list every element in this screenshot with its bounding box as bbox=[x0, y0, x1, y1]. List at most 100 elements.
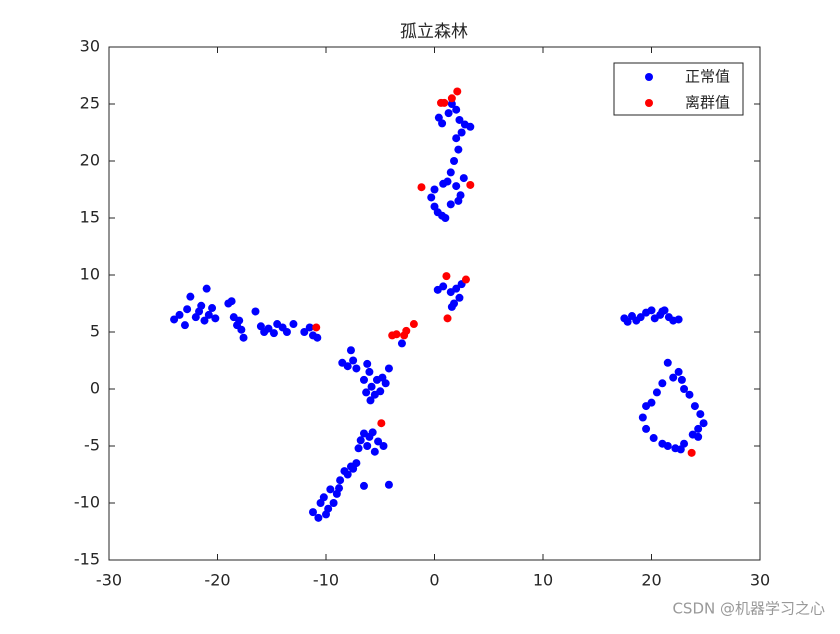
point bbox=[237, 325, 246, 334]
point bbox=[652, 388, 661, 397]
point bbox=[336, 476, 345, 485]
point bbox=[363, 359, 372, 368]
point bbox=[346, 346, 355, 355]
legend-marker bbox=[645, 99, 653, 107]
point bbox=[439, 282, 448, 291]
point bbox=[674, 367, 683, 376]
point bbox=[354, 444, 363, 453]
point bbox=[685, 390, 694, 399]
point bbox=[674, 315, 683, 324]
legend-label: 离群值 bbox=[685, 94, 730, 112]
point bbox=[443, 314, 452, 323]
point bbox=[450, 157, 459, 165]
point bbox=[308, 508, 317, 517]
y-tick-label: -15 bbox=[74, 550, 100, 569]
point bbox=[175, 310, 184, 319]
y-tick-label: 15 bbox=[80, 208, 100, 227]
x-tick-label: -20 bbox=[204, 571, 230, 590]
point bbox=[282, 328, 291, 336]
x-tick-label: 30 bbox=[750, 571, 770, 590]
y-tick-label: 30 bbox=[80, 37, 100, 56]
point bbox=[367, 382, 376, 391]
point bbox=[374, 437, 383, 446]
point bbox=[446, 200, 455, 209]
y-tick-label: -10 bbox=[74, 493, 100, 512]
point bbox=[455, 293, 464, 302]
point bbox=[647, 306, 656, 315]
point bbox=[363, 442, 372, 450]
point bbox=[409, 320, 418, 329]
point bbox=[663, 442, 672, 450]
y-tick-label: -5 bbox=[84, 436, 100, 455]
point bbox=[343, 470, 352, 479]
legend-marker bbox=[645, 73, 653, 81]
point bbox=[669, 373, 678, 382]
point bbox=[461, 275, 470, 284]
point bbox=[324, 504, 333, 513]
y-tick-label: 25 bbox=[80, 94, 100, 113]
point bbox=[623, 317, 632, 326]
legend-label: 正常值 bbox=[685, 68, 730, 86]
x-tick-label: 0 bbox=[429, 571, 439, 590]
point bbox=[447, 302, 456, 311]
point bbox=[366, 396, 375, 405]
point bbox=[402, 326, 411, 335]
point bbox=[356, 436, 365, 445]
point bbox=[365, 367, 374, 376]
point bbox=[352, 459, 361, 468]
x-tick-label: 10 bbox=[533, 571, 553, 590]
point bbox=[680, 385, 689, 393]
point bbox=[677, 375, 686, 384]
point bbox=[202, 284, 211, 293]
point bbox=[453, 87, 462, 96]
point bbox=[359, 481, 368, 490]
point bbox=[694, 432, 703, 441]
point bbox=[696, 410, 705, 419]
point bbox=[452, 284, 461, 293]
point bbox=[694, 424, 703, 433]
point bbox=[459, 174, 468, 183]
point bbox=[699, 419, 708, 428]
point bbox=[312, 323, 321, 332]
point bbox=[457, 128, 466, 137]
point bbox=[359, 375, 368, 384]
x-tick-label: -10 bbox=[313, 571, 339, 590]
chart-title: 孤立森林 bbox=[400, 22, 468, 42]
point bbox=[305, 323, 314, 332]
point bbox=[690, 402, 699, 411]
watermark: CSDN @机器学习之心 bbox=[672, 600, 825, 618]
point bbox=[200, 316, 209, 325]
y-tick-label: 5 bbox=[90, 322, 100, 341]
point bbox=[377, 419, 386, 428]
point bbox=[658, 307, 667, 316]
point bbox=[427, 193, 436, 202]
point bbox=[170, 315, 179, 324]
point bbox=[384, 480, 393, 489]
point bbox=[452, 105, 461, 114]
point bbox=[439, 179, 448, 188]
point bbox=[362, 388, 371, 397]
x-tick-label: -30 bbox=[96, 571, 122, 590]
y-tick-label: 20 bbox=[80, 151, 100, 170]
point bbox=[211, 314, 220, 323]
point bbox=[642, 402, 651, 411]
point bbox=[186, 292, 195, 301]
point bbox=[680, 439, 689, 448]
point bbox=[642, 424, 651, 433]
x-tick-label: 20 bbox=[641, 571, 661, 590]
y-tick-label: 10 bbox=[80, 265, 100, 284]
point bbox=[417, 183, 426, 192]
plot-area bbox=[108, 46, 761, 561]
point bbox=[455, 115, 464, 124]
point bbox=[264, 324, 273, 333]
point bbox=[314, 513, 323, 522]
point bbox=[381, 379, 390, 388]
point bbox=[370, 447, 379, 456]
point bbox=[638, 413, 647, 422]
point bbox=[438, 119, 447, 128]
point bbox=[379, 442, 388, 450]
point bbox=[326, 485, 335, 494]
point bbox=[352, 364, 361, 373]
point bbox=[446, 168, 455, 177]
